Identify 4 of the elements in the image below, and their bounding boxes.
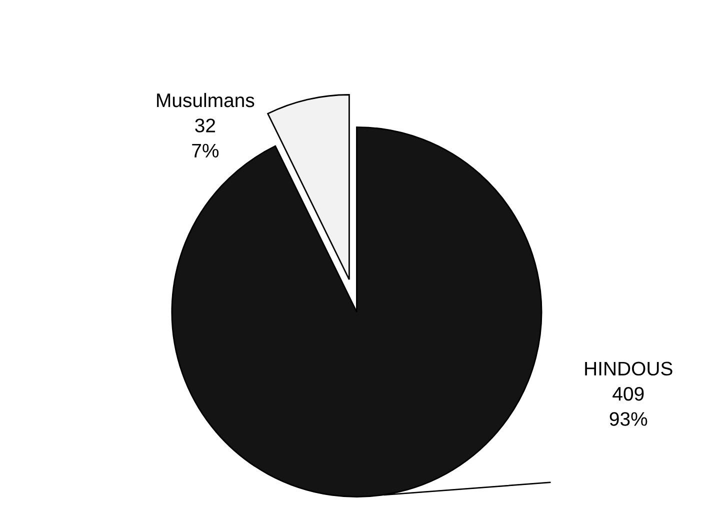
data-label: 409 93% [610,386,648,426]
data-label: 32 7% [192,118,219,158]
slice-label: Musulmans [157,92,254,108]
slice-label: HINDOUS [585,362,672,376]
